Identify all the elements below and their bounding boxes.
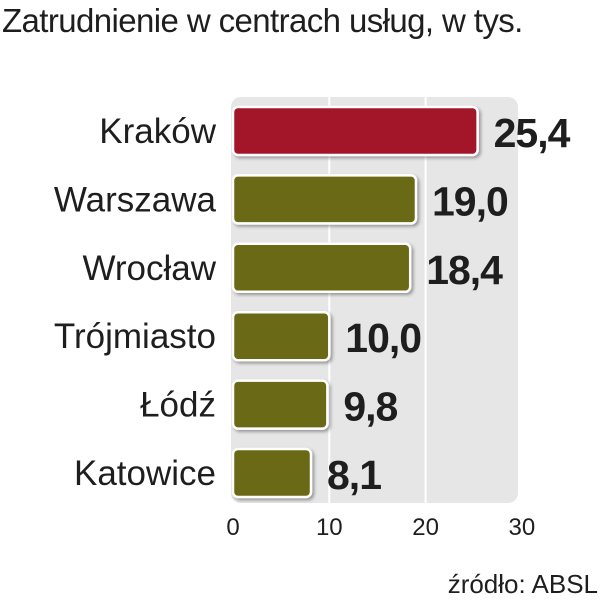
gridlines — [328, 97, 427, 503]
category-labels: Kraków Warszawa Wrocław Trójmiasto Łódź Katow… — [54, 112, 217, 493]
value-labels: 25,4 19,0 18,410,0 9,8 8,1 — [327, 110, 572, 498]
category-label: Kraków — [99, 112, 216, 151]
category-label: Wrocław — [82, 249, 216, 288]
bar-3 — [231, 310, 331, 362]
bar-1 — [231, 174, 418, 225]
value-label: 9,8 — [343, 384, 397, 430]
value-label: 19,0 — [432, 178, 508, 224]
x-tick-label: 20 — [412, 514, 439, 541]
value-label: 25,4 — [494, 110, 571, 156]
value-label: 8,1 — [327, 452, 381, 498]
bar-2 — [231, 242, 412, 294]
bar-4 — [231, 379, 329, 430]
bars — [231, 105, 479, 499]
category-label: Katowice — [74, 454, 216, 493]
value-label: 10,0 — [345, 315, 421, 361]
x-tick-label: 10 — [316, 514, 343, 541]
plot-background-group — [231, 97, 518, 503]
bar-5 — [231, 447, 313, 499]
x-tick-label: 30 — [509, 514, 536, 541]
x-axis-tick-labels: 0 10 20 30 — [226, 514, 535, 541]
source-note: źródło: ABSL — [447, 569, 598, 599]
category-label: Łódź — [140, 386, 216, 425]
category-label: Warszawa — [54, 180, 217, 219]
x-tick-label: 0 — [226, 514, 239, 541]
bar-0 — [231, 105, 479, 157]
value-label: 18,4 — [426, 247, 503, 293]
chart-title: Zatrudnienie w centrach usług, w tys. — [2, 2, 523, 39]
category-label: Trójmiasto — [54, 317, 216, 356]
plot-background — [231, 97, 518, 503]
